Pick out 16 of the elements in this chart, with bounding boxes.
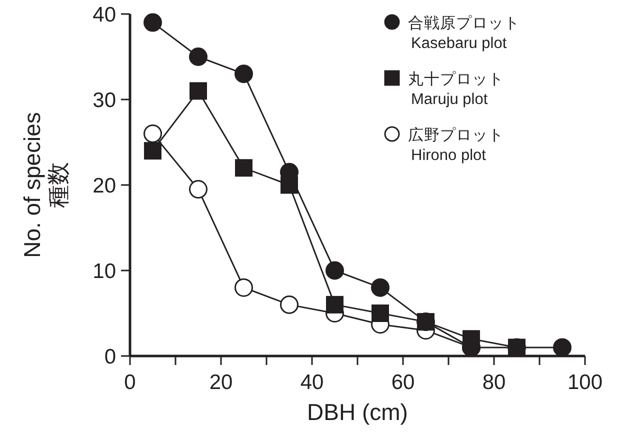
y-tick-label: 10 xyxy=(92,260,116,283)
y-tick-label: 0 xyxy=(104,346,116,368)
y-tick-label: 40 xyxy=(92,4,116,26)
legend-label: 広野プロット Hirono plot xyxy=(408,126,504,164)
legend-label: 合戦原プロット Kasebaru plot xyxy=(408,14,520,52)
y-tick-label: 20 xyxy=(92,174,116,198)
x-tick-label: 40 xyxy=(300,371,324,394)
x-tick-label: 20 xyxy=(209,371,233,394)
x-tick-label: 80 xyxy=(482,371,506,394)
x-tick-label: 100 xyxy=(567,371,603,394)
y-axis-title: No. of species 種数 xyxy=(19,112,71,258)
x-tick-label: 0 xyxy=(124,371,136,394)
x-tick-label: 60 xyxy=(391,371,415,394)
legend-label: 丸十プロット Maruju plot xyxy=(408,70,504,108)
y-tick-label: 30 xyxy=(92,89,116,112)
x-axis-title: DBH (cm) xyxy=(307,399,408,425)
